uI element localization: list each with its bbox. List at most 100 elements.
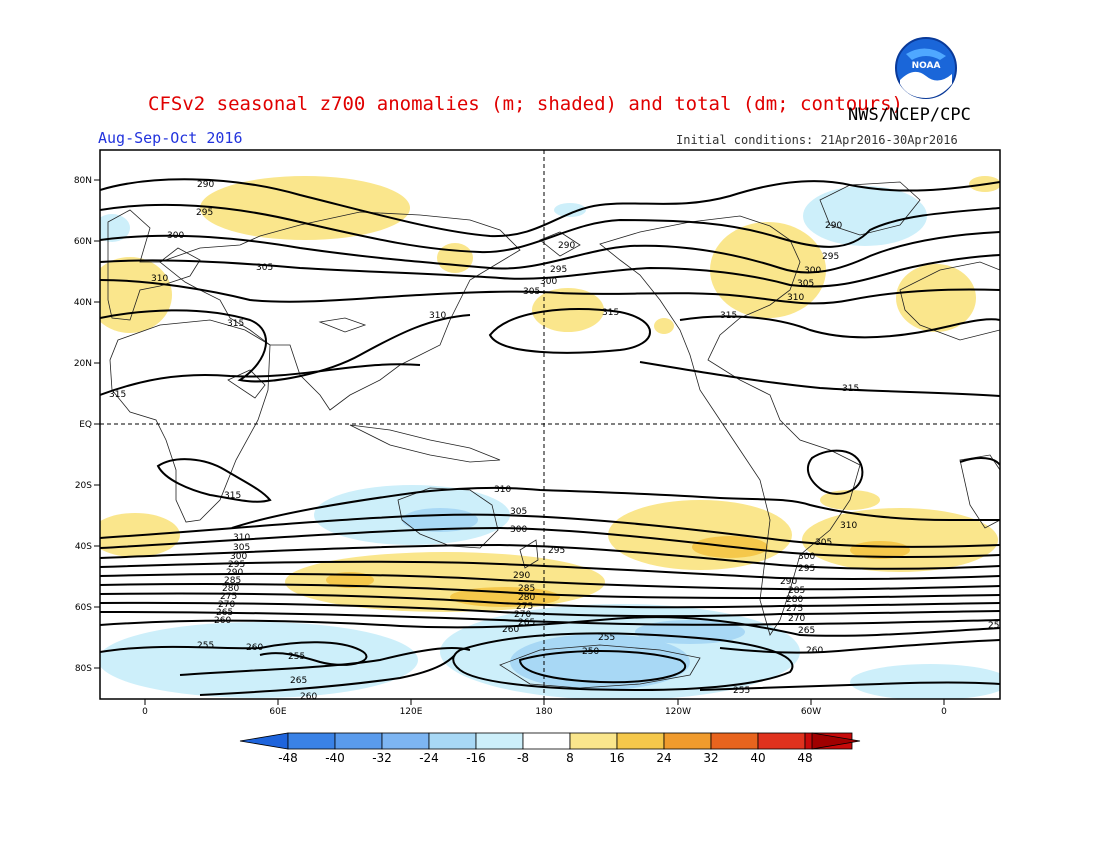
anomaly-negative	[803, 186, 927, 246]
contour-label: 310	[787, 293, 804, 303]
chart-title: CFSv2 seasonal z700 anomalies (m; shaded…	[148, 93, 903, 115]
contour-line	[639, 361, 1000, 397]
contour-line	[100, 203, 1000, 254]
contour-label: 270	[788, 614, 805, 624]
colorbar-label: 8	[566, 751, 574, 765]
y-tick-label: 20S	[75, 481, 92, 491]
contour-label: 305	[256, 263, 273, 273]
contour-label: 280	[222, 584, 239, 594]
contour-line	[100, 611, 1000, 626]
colorbar-label: -8	[517, 751, 529, 765]
contour-label: 315	[109, 390, 126, 400]
contour-label: 300	[167, 231, 184, 241]
anomaly-negative	[100, 622, 418, 698]
contour-line	[488, 308, 651, 354]
contour-line	[100, 543, 1000, 570]
contour-label: 250	[582, 647, 599, 657]
anomaly-positive	[608, 500, 792, 570]
logo-text: NOAA	[912, 61, 941, 71]
contour-label: 310	[494, 485, 511, 495]
anomaly-negative	[100, 214, 130, 242]
contour-label: 265	[798, 626, 815, 636]
contour-label: 285	[518, 584, 535, 594]
contour-label: 265	[216, 608, 233, 618]
contour-label: 265	[290, 676, 307, 686]
anomaly-negative	[635, 620, 745, 644]
contour-label: 295	[228, 560, 245, 570]
x-tick-label: 60E	[269, 707, 286, 717]
anomaly-negative	[850, 664, 1000, 699]
y-tick-label: EQ	[79, 420, 92, 430]
contour-line	[100, 641, 368, 666]
contour-line	[806, 449, 864, 495]
agency-label: NWS/NCEP/CPC	[848, 105, 971, 125]
contour-label: 315	[227, 319, 244, 329]
contour-label: 285	[788, 586, 805, 596]
contour-line	[179, 647, 471, 676]
x-tick-label: 120E	[400, 707, 423, 717]
contour-line	[679, 315, 1000, 339]
colorbar-swatch	[381, 732, 430, 750]
anomaly-positive	[896, 264, 976, 332]
contour-label: 305	[797, 279, 814, 289]
colorbar-swatch	[334, 732, 383, 750]
contour-label: 295	[822, 252, 839, 262]
contour-label: 295	[548, 546, 565, 556]
contour-line	[231, 486, 1000, 529]
contour-label: 290	[197, 180, 214, 190]
contour-label: 315	[842, 384, 859, 394]
anomaly-negative	[510, 634, 690, 690]
contour-label: 310	[151, 274, 168, 284]
colorbar-swatch	[616, 732, 665, 750]
contour-label: 255	[733, 686, 750, 696]
contour-line	[719, 639, 1000, 654]
season-label: Aug-Sep-Oct 2016	[98, 129, 243, 147]
contour-line	[518, 650, 687, 684]
initial-conditions: Initial conditions: 21Apr2016-30Apr2016	[676, 133, 958, 147]
contour-label: 310	[233, 533, 250, 543]
x-tick-label: 180	[535, 707, 552, 717]
anomaly-positive	[200, 176, 410, 240]
colorbar-swatch	[522, 732, 571, 750]
contour-line	[100, 254, 1000, 288]
colorbar-arrow-right	[811, 732, 861, 750]
contour-label: 295	[550, 265, 567, 275]
contour-label: 310	[429, 311, 446, 321]
contour-labels: 290 295 300 305 310 315 315 310 305 300 …	[109, 180, 999, 702]
contour-line	[156, 458, 272, 503]
colorbar-swatch	[287, 732, 336, 750]
contour-line	[959, 457, 1000, 466]
y-tick-label: 60N	[74, 237, 92, 247]
contour-label: 260	[300, 692, 317, 702]
x-tick-label: 0	[142, 707, 148, 717]
colorbar-label: -24	[419, 751, 439, 765]
y-tick-label: 60S	[75, 603, 92, 613]
contour-label: 305	[523, 287, 540, 297]
contour-label: 315	[224, 491, 241, 501]
contour-line	[100, 582, 1000, 600]
y-axis: 80N 60N 40N 20N EQ 20S 40S 60S 80S	[74, 176, 100, 674]
colorbar-swatch	[569, 732, 618, 750]
contour-label: 25	[988, 621, 999, 631]
contour-label: 300	[540, 277, 557, 287]
x-tick-label: 0	[941, 707, 947, 717]
x-tick-label: 60W	[801, 707, 821, 717]
contour-label: 290	[226, 568, 243, 578]
contour-label: 275	[786, 604, 803, 614]
colorbar-label: 40	[750, 751, 765, 765]
height-contours	[100, 178, 1000, 696]
contour-line	[199, 654, 456, 696]
contour-label: 285	[224, 576, 241, 586]
contour-line	[100, 363, 421, 396]
colorbar-swatch	[663, 732, 712, 750]
contour-line	[699, 681, 1000, 691]
x-tick-label: 120W	[665, 707, 691, 717]
colorbar-swatch	[710, 732, 759, 750]
contour-label: 255	[288, 652, 305, 662]
contour-label: 260	[806, 646, 823, 656]
colorbar-label: -40	[325, 751, 345, 765]
x-axis: 0 60E 120E 180 120W 60W 0	[142, 699, 947, 717]
contour-label: 255	[197, 641, 214, 651]
contour-line	[100, 309, 471, 383]
contour-label: 290	[558, 241, 575, 251]
